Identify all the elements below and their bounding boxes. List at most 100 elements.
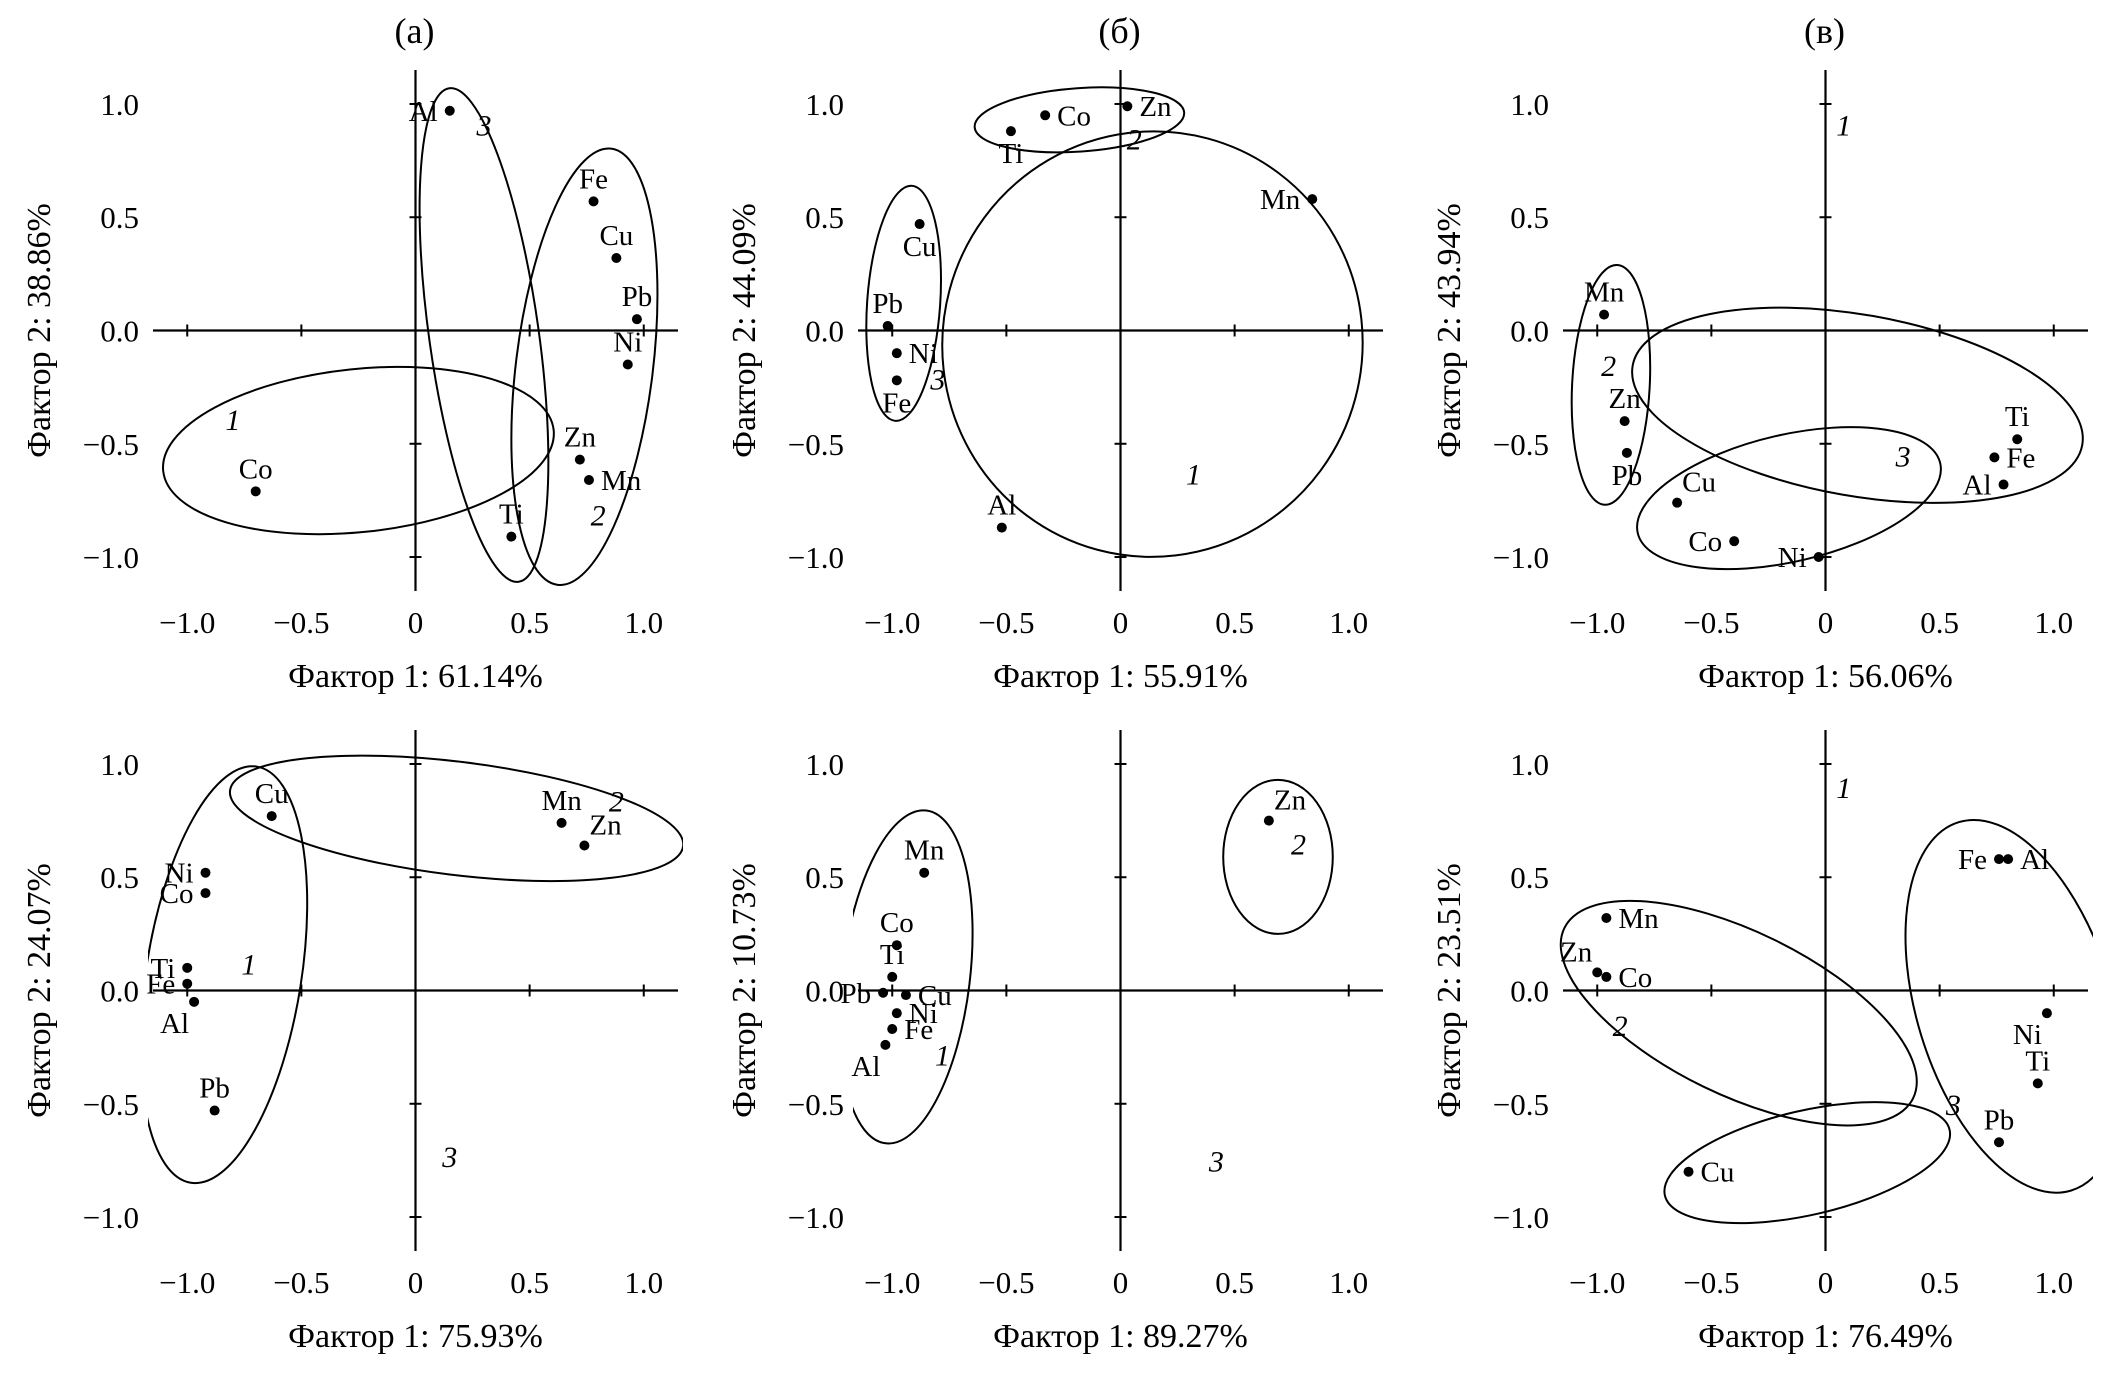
point-Pb [631,314,642,325]
panel-cell-bottom-left: −1.0 −1.0 −0.5 −0.5 0 0.0 0.5 0.5 1.0 1.0 Фактор 1… [0,714,705,1374]
cluster-number-3: 3 [475,110,491,143]
point-label-Ni: Ni [613,326,642,358]
x-tick-label: −1.0 [864,605,920,640]
point-label-Cu: Cu [1700,1157,1734,1189]
panel-cell-bottom-middle: −1.0 −1.0 −0.5 −0.5 0 0.0 0.5 0.5 1.0 1.0 Фактор 1… [705,714,1410,1374]
cluster-ellipses [852,778,1334,1145]
x-tick-label: 0 [1112,1265,1128,1300]
point-label-Zn: Zn [1608,383,1641,415]
x-tick-label: −1.0 [159,605,215,640]
point-label-Al: Al [2020,844,2049,876]
x-axis-title: Фактор 1: 56.06% [1698,658,1953,695]
point-label-Co: Co [1618,962,1652,994]
cluster-ellipse-1 [852,809,974,1145]
point-label-Fe: Fe [146,969,175,1001]
cluster-number-3: 3 [929,363,945,396]
x-axis-title: Фактор 1: 89.27% [993,1318,1248,1355]
cluster-ellipse-2 [418,87,549,583]
point-Fe [181,978,192,989]
point-label-Co: Co [1688,526,1722,558]
point-label-Ti: Ti [879,939,904,971]
x-tick-label: −0.5 [978,1265,1034,1300]
point-label-Co: Co [238,453,272,485]
y-tick-label: 0.5 [1510,860,1549,895]
point-label-Pb: Pb [1611,460,1642,492]
point-Al [444,105,455,116]
point-label-Mn: Mn [1583,277,1624,309]
y-tick-label: 0.5 [1510,200,1549,235]
y-tick-label: 1.0 [805,747,844,782]
cluster-number-1: 1 [934,1039,949,1072]
panel-letter-v: (в) [1804,11,1845,51]
point-Pb [1993,1137,2004,1148]
scatter-plot-bottom-left: −1.0 −1.0 −0.5 −0.5 0 0.0 0.5 0.5 1.0 1.0 Фактор 1… [21,730,683,1355]
point-label-Mn: Mn [904,835,945,867]
y-tick-label: 0.0 [100,974,139,1009]
point-Zn [578,840,589,851]
y-axis-title: Фактор 2: 38.86% [21,203,58,458]
point-label-Ni: Ni [164,858,193,890]
point-label-Co: Co [159,878,193,910]
x-tick-label: 1.0 [1329,1265,1368,1300]
point-label-Cu: Cu [599,220,633,252]
x-tick-label: −1.0 [1569,605,1625,640]
x-tick-label: 0 [1112,605,1128,640]
cluster-number-3: 3 [441,1141,457,1174]
point-label-Pb: Pb [1983,1104,2014,1136]
point-label-Zn: Zn [589,810,622,842]
point-Mn [1600,913,1611,924]
y-tick-label: −0.5 [82,427,138,462]
cluster-number-1: 1 [241,949,256,982]
point-label-Fe: Fe [2006,442,2035,474]
point-label-Cu: Cu [917,980,951,1012]
y-tick-label: −1.0 [1492,540,1548,575]
x-tick-label: 0.5 [1215,1265,1254,1300]
y-axis-title: Фактор 2: 24.07% [21,863,58,1118]
panel-cell-top-right: −1.0 −1.0 −0.5 −0.5 0 0.0 0.5 0.5 1.0 1.0 Фактор 1… [1410,54,2115,714]
point-Ti [2011,434,2022,445]
point-label-Mn: Mn [541,785,582,817]
x-tick-label: −0.5 [1683,1265,1739,1300]
scatter-plot-top-middle: −1.0 −1.0 −0.5 −0.5 0 0.0 0.5 0.5 1.0 1.0 Фактор 1… [726,70,1383,695]
panel-cell-top-left: −1.0 −1.0 −0.5 −0.5 0 0.0 0.5 0.5 1.0 1.0 Фактор 1… [0,54,705,714]
x-tick-label: 0.5 [510,1265,549,1300]
point-label-Zn: Zn [563,422,596,454]
point-label-Ti: Ti [998,138,1023,170]
y-tick-label: 0.5 [100,860,139,895]
point-label-Mn: Mn [1259,184,1300,216]
point-Ni [1813,552,1824,563]
x-tick-label: −0.5 [978,605,1034,640]
y-tick-label: −1.0 [1492,1200,1548,1235]
y-axis-title: Фактор 2: 44.09% [726,203,763,458]
x-tick-label: 1.0 [624,605,663,640]
point-Co [250,486,261,497]
point-label-Pb: Pb [840,978,871,1010]
point-label-Ni: Ni [908,338,937,370]
cluster-number-2: 2 [1291,829,1306,862]
point-Mn [918,867,929,878]
point-label-Al: Al [851,1051,880,1083]
cluster-ellipse-1 [1570,263,1651,506]
x-tick-label: 1.0 [1329,605,1368,640]
cluster-number-2: 2 [590,499,605,532]
point-label-Cu: Cu [1682,467,1716,499]
panel-cell-top-middle: −1.0 −1.0 −0.5 −0.5 0 0.0 0.5 0.5 1.0 1.0 Фактор 1… [705,54,1410,714]
point-Pb [209,1105,220,1116]
x-tick-label: −0.5 [273,1265,329,1300]
point-Ni [2041,1008,2052,1019]
point-Pb [877,987,888,998]
y-tick-label: 1.0 [100,87,139,122]
y-tick-label: 0.0 [1510,314,1549,349]
cluster-ellipse-2 [1221,778,1334,935]
cluster-number-3: 3 [1944,1089,1960,1122]
x-axis-title: Фактор 1: 76.49% [1698,1318,1953,1355]
point-Fe [588,196,599,207]
point-Co [1039,110,1050,121]
point-Cu [914,219,925,230]
scatter-plot-bottom-right: −1.0 −1.0 −0.5 −0.5 0 0.0 0.5 0.5 1.0 1.0 Фактор 1… [1431,730,2093,1355]
point-label-Ti: Ti [498,499,523,531]
scatter-plot-top-right: −1.0 −1.0 −0.5 −0.5 0 0.0 0.5 0.5 1.0 1.0 Фактор 1… [1431,70,2088,695]
y-tick-label: −1.0 [787,540,843,575]
cluster-ellipse-2 [1630,306,2084,504]
